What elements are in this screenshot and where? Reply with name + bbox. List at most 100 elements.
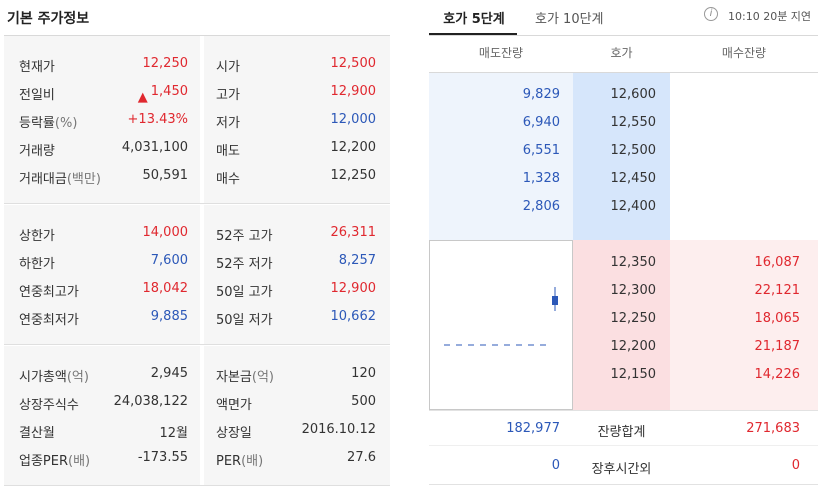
bid-volume-cell: 22,121 [754,283,801,298]
stat-value-text: +13.43% [127,112,188,127]
stat-label-text: 52주 저가 [216,257,273,272]
stat-value: 12,250 [143,56,189,71]
bid-price-area [573,240,670,410]
delay-notice: 10:10 20분 지연 [728,10,812,23]
stat-value-text: -173.55 [137,450,188,465]
stat-value: 10,662 [330,309,377,324]
stat-label: 저가 [216,112,240,131]
bid-volume-cell: 18,065 [754,311,801,326]
stat-unit: (억) [66,370,89,385]
stat-value-text: 24,038,122 [113,394,188,409]
stat-label: 거래대금(백만) [19,168,101,187]
stat-label: 고가 [216,84,240,103]
active-tab-indicator [429,33,517,35]
stat-value-text: 12,250 [142,56,189,71]
stat-label-text: 저가 [216,116,240,131]
stat-value: 2,945 [151,366,188,381]
stat-label-text: 50일 고가 [216,285,273,300]
stat-label: 등락률(%) [19,112,77,131]
stat-label: 연중최고가 [19,281,79,300]
bid-price-cell[interactable]: 12,250 [610,311,657,326]
after-hours-bid-volume: 0 [791,458,800,473]
stat-value-text: 9,885 [150,309,188,324]
tab-10-level[interactable]: 호가 10단계 [535,12,604,27]
divider [429,484,818,485]
ask-price-cell[interactable]: 12,600 [610,87,657,102]
stat-value-text: 2,945 [150,366,188,381]
stat-label-text: 매수 [216,172,240,187]
stat-label-text: PER [216,454,242,469]
header-price: 호가 [610,46,633,60]
stat-value: 12,500 [330,56,377,71]
divider [429,72,818,73]
stat-label-text: 고가 [216,88,240,103]
stat-label-text: 거래량 [19,144,55,159]
stat-label-text: 시가 [216,60,240,75]
ask-volume-cell: 6,551 [522,143,560,158]
ask-volume-cell: 9,829 [522,87,560,102]
bid-price-cell[interactable]: 12,300 [610,283,657,298]
stat-row: 거래대금(백만) 50,591 매수 12,250 [4,162,390,190]
stat-label-text: 50일 저가 [216,313,273,328]
stat-value: +13.43% [128,112,188,127]
company-section: 시가총액(억) 2,945 자본금(억) 120 상장주식수 24,038,122 액면가 5… [4,346,390,486]
tab-5-level[interactable]: 호가 5단계 [443,12,505,27]
total-label: 잔량합계 [597,425,646,440]
stat-label: 자본금(억) [216,366,274,385]
stat-value: -173.55 [138,450,188,465]
total-ask-volume: 182,977 [506,421,560,436]
stat-label: 상장일 [216,422,252,441]
stat-label-text: 업종PER [19,454,69,469]
stat-label-text: 연중최저가 [19,313,79,328]
stat-value: 12,250 [330,168,377,183]
divider [429,445,818,446]
stat-value: ▲ 1,450 [138,84,188,105]
bid-volume-cell: 16,087 [754,255,801,270]
stat-value: 12,900 [330,84,377,99]
stat-label-text: 거래대금 [19,172,67,187]
stat-value: 12,900 [330,281,377,296]
after-hours-ask-volume: 0 [551,458,560,473]
stat-row: 연중최고가 18,042 50일 고가 12,900 [4,275,390,303]
stat-label-text: 연중최고가 [19,285,79,300]
stat-row: 상한가 14,000 52주 고가 26,311 [4,219,390,247]
bid-price-cell[interactable]: 12,150 [610,367,657,382]
stat-value: 2016.10.12 [301,422,376,437]
bid-price-cell[interactable]: 12,200 [610,339,657,354]
stat-label: 상한가 [19,225,55,244]
ask-price-cell[interactable]: 12,400 [610,199,657,214]
stat-unit: (%) [54,116,78,131]
stat-label-text: 액면가 [216,398,252,413]
header-ask-volume: 매도잔량 [478,46,524,60]
stat-value: 26,311 [330,225,377,240]
stat-row: 연중최저가 9,885 50일 저가 10,662 [4,303,390,331]
stat-unit: (백만) [66,172,101,187]
stat-label-text: 52주 고가 [216,229,273,244]
divider [429,410,818,411]
bid-price-cell[interactable]: 12,350 [610,255,657,270]
stat-value: 50,591 [143,168,189,183]
stat-label: 매수 [216,168,240,187]
info-icon[interactable]: i [704,7,718,21]
ask-price-cell[interactable]: 12,500 [610,143,657,158]
stat-unit: (억) [251,370,274,385]
bid-volume-cell: 21,187 [754,339,801,354]
stat-value: 4,031,100 [122,140,188,155]
stat-label: 업종PER(배) [19,450,90,469]
stat-label: 50일 저가 [216,309,273,328]
stat-value: 18,042 [143,281,189,296]
ask-price-cell[interactable]: 12,550 [610,115,657,130]
mini-candle-chart [429,240,573,410]
up-arrow-icon: ▲ [137,90,148,105]
stat-row: 거래량 4,031,100 매도 12,200 [4,134,390,162]
stat-value-text: 12월 [159,426,188,441]
stat-label-text: 시가총액 [19,370,67,385]
stat-label: 시가 [216,56,240,75]
stat-label-text: 결산월 [19,426,55,441]
stat-row: 시가총액(억) 2,945 자본금(억) 120 [4,360,390,388]
stat-row: 업종PER(배) -173.55 PER(배) 27.6 [4,444,390,472]
stat-value-text: 7,600 [150,253,188,268]
divider [4,35,390,36]
ask-price-cell[interactable]: 12,450 [610,171,657,186]
stat-value-text: 18,042 [142,281,189,296]
